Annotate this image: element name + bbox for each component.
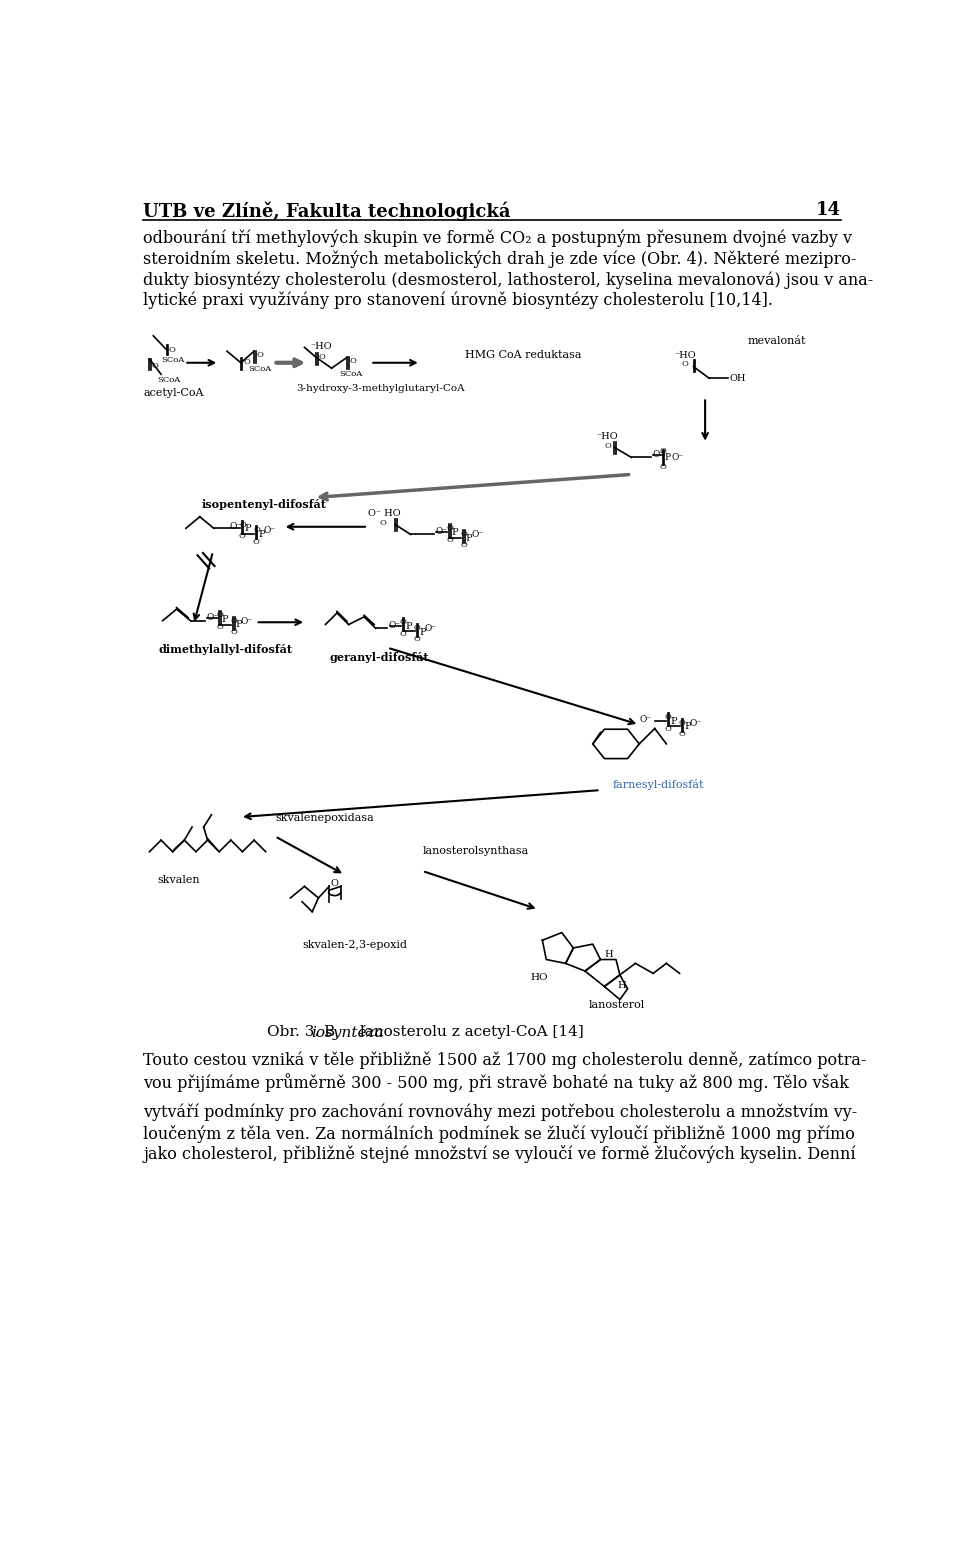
Text: O⁻: O⁻ [639,716,652,724]
Text: jako cholesterol, přibližně stejné množství se vyloučí ve formě žlučových kyseli: jako cholesterol, přibližně stejné množs… [143,1145,856,1164]
Text: P: P [684,722,691,732]
Text: lanosterol: lanosterol [588,1000,645,1009]
Text: SCoA: SCoA [339,370,363,379]
Text: O: O [216,622,223,630]
Text: lanosterolu z acetyl-CoA [14]: lanosterolu z acetyl-CoA [14] [355,1025,584,1039]
Text: ⁻HO: ⁻HO [310,342,331,351]
Text: O⁻: O⁻ [229,523,241,530]
Text: O: O [379,519,387,527]
Text: O: O [446,537,453,544]
Text: O: O [239,521,246,529]
Text: skvalen-2,3-epoxid: skvalen-2,3-epoxid [302,941,407,950]
Text: O: O [679,730,685,738]
Text: geranyl-difosfát: geranyl-difosfát [329,652,429,663]
Text: O: O [349,357,356,365]
Text: O: O [331,878,339,888]
Text: P: P [258,530,265,538]
Text: O⁻ HO: O⁻ HO [368,509,400,518]
Text: vytváří podmínky pro zachování rovnováhy mezi potřebou cholesterolu a množstvím : vytváří podmínky pro zachování rovnováhy… [143,1104,857,1122]
Text: dukty biosyntézy cholesterolu (desmosterol, lathosterol, kyselina mevalonová) js: dukty biosyntézy cholesterolu (desmoster… [143,271,874,289]
Text: O⁻: O⁻ [263,526,276,535]
Text: P: P [466,534,472,543]
Text: ⁻HO: ⁻HO [596,432,618,441]
Text: H: H [605,950,613,959]
Text: O⁻: O⁻ [672,452,684,462]
Text: O: O [605,441,612,451]
Text: Touto cestou vzniká v těle přibližně 1500 až 1700 mg cholesterolu denně, zatímco: Touto cestou vzniká v těle přibližně 150… [143,1051,867,1070]
Text: P: P [222,615,228,624]
Text: lanosterolsynthasa: lanosterolsynthasa [422,847,529,856]
Text: O: O [399,618,407,627]
Text: loučeným z těla ven. Za normálních podmínek se žlučí vyloučí přibližně 1000 mg p: loučeným z těla ven. Za normálních podmí… [143,1125,855,1142]
Text: P: P [452,529,458,537]
Text: odbourání tří methylových skupin ve formě CO₂ a postupným přesunem dvojné vazby : odbourání tří methylových skupin ve form… [143,229,852,246]
Text: farnesyl-difosfát: farnesyl-difosfát [612,778,704,789]
Text: H: H [617,981,626,991]
Text: O: O [660,463,666,471]
Text: ⁻HO: ⁻HO [674,351,696,360]
Text: O: O [414,635,420,643]
Text: O: O [679,719,685,727]
Text: O⁻: O⁻ [471,530,483,538]
Text: O: O [252,538,259,546]
Text: P: P [405,622,412,632]
Text: vou přijímáme průměrně 300 - 500 mg, při stravě bohaté na tuky až 800 mg. Tělo v: vou přijímáme průměrně 300 - 500 mg, při… [143,1073,850,1092]
Text: P: P [420,627,426,636]
Text: SCoA: SCoA [157,376,180,384]
Text: O⁻: O⁻ [424,624,437,633]
Text: skvalenepoxidasa: skvalenepoxidasa [275,813,373,824]
Text: O: O [256,351,263,359]
Text: iosyntéza: iosyntéza [311,1025,384,1041]
Text: isopentenyl-difosfát: isopentenyl-difosfát [202,499,326,510]
Text: O: O [243,359,251,367]
Text: UTB ve Zlíně, Fakulta technologická: UTB ve Zlíně, Fakulta technologická [143,201,511,220]
Text: P: P [665,452,671,462]
Text: O⁻: O⁻ [206,613,218,622]
Text: SCoA: SCoA [249,365,272,373]
Text: SCoA: SCoA [161,356,184,363]
Text: O: O [665,725,672,733]
Text: 14: 14 [816,201,841,218]
Text: O: O [152,362,158,370]
Text: P: P [235,619,242,629]
Text: O⁻: O⁻ [689,719,702,727]
Text: 3-hydroxy-3-methylglutaryl-CoA: 3-hydroxy-3-methylglutaryl-CoA [297,384,466,393]
Text: Obr. 3. B: Obr. 3. B [267,1025,335,1039]
Text: OH: OH [730,374,747,384]
Text: lytické praxi využívány pro stanovení úrovně biosyntézy cholesterolu [10,14].: lytické praxi využívány pro stanovení úr… [143,292,773,309]
Text: O⁻: O⁻ [653,449,664,459]
Text: O: O [446,524,453,532]
Text: HMG CoA reduktasa: HMG CoA reduktasa [465,349,581,360]
Text: O: O [319,353,325,360]
Text: O: O [665,713,672,721]
Text: O: O [169,346,176,354]
Text: P: P [244,524,251,534]
Text: O: O [239,532,246,540]
Text: O: O [682,360,688,368]
Text: O⁻: O⁻ [436,527,447,535]
Text: steroidním skeletu. Možných metabolických drah je zde více (Obr. 4). Některé mez: steroidním skeletu. Možných metabolickýc… [143,250,856,268]
Text: O: O [660,448,666,456]
Text: O: O [253,526,260,534]
Text: O: O [460,530,468,538]
Text: O: O [217,612,224,619]
Text: O: O [399,630,407,638]
Text: P: P [670,718,677,725]
Text: dimethylallyl-difosfát: dimethylallyl-difosfát [158,644,293,655]
Text: O: O [414,624,420,632]
Text: skvalen: skvalen [157,875,200,885]
Text: O⁻: O⁻ [241,616,253,626]
Text: HO: HO [531,973,548,983]
Text: O⁻: O⁻ [389,621,401,630]
Text: acetyl-CoA: acetyl-CoA [143,388,204,398]
Text: O: O [230,616,237,626]
Text: O: O [460,541,468,549]
Text: O: O [230,629,237,636]
Text: mevalonát: mevalonát [748,335,806,346]
